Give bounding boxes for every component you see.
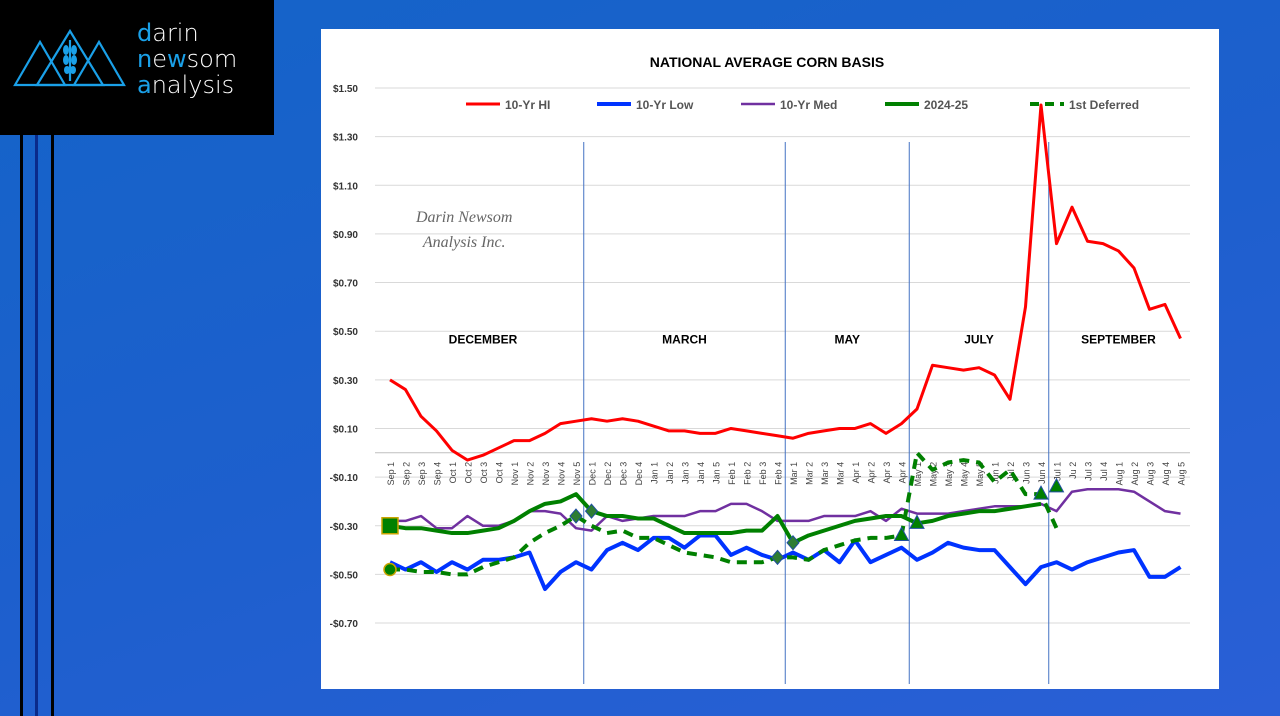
legend-label: 10-Yr Med — [780, 98, 837, 112]
x-tick-label: Jul 3 — [1084, 462, 1094, 481]
x-tick-label: Jun 3 — [1022, 462, 1032, 484]
x-tick-label: Aug 2 — [1130, 462, 1140, 486]
x-tick-label: Oct 2 — [464, 462, 474, 484]
contract-label: SEPTEMBER — [1081, 332, 1156, 346]
y-tick-label: -$0.30 — [330, 522, 359, 533]
series-line-10-yr-hi — [389, 103, 1182, 462]
x-tick-label: Dec 2 — [603, 462, 613, 486]
x-tick-label: Nov 5 — [572, 462, 582, 486]
legend-label: 2024-25 — [924, 98, 968, 112]
contract-label: JULY — [964, 332, 994, 346]
decor-bar — [20, 135, 23, 716]
y-tick-label: -$0.70 — [330, 619, 359, 630]
x-tick-label: May 4 — [960, 462, 970, 487]
decor-bar — [35, 135, 38, 716]
x-tick-label: Jan 5 — [712, 462, 722, 484]
y-tick-label: $1.10 — [333, 181, 358, 192]
x-tick-label: Jan 4 — [696, 462, 706, 484]
x-tick-label: Nov 4 — [557, 462, 567, 486]
x-tick-label: May 3 — [944, 462, 954, 487]
x-tick-label: Mar 2 — [805, 462, 815, 485]
legend-label: 10-Yr HI — [505, 98, 550, 112]
triangle-marker — [893, 526, 910, 541]
x-tick-label: Dec 1 — [588, 462, 598, 486]
x-tick-label: Nov 1 — [510, 462, 520, 486]
x-tick-label: Feb 2 — [743, 462, 753, 485]
triangle-marker — [1033, 485, 1049, 500]
y-tick-label: -$0.50 — [330, 570, 359, 581]
logo-wordmark: darin newsom analysis — [137, 19, 238, 99]
x-tick-label: Sep 2 — [402, 462, 412, 486]
chart-title: NATIONAL AVERAGE CORN BASIS — [650, 54, 884, 70]
x-tick-label: Feb 3 — [758, 462, 768, 485]
logo: darin newsom analysis — [0, 0, 274, 135]
y-tick-label: -$0.10 — [330, 473, 359, 484]
x-tick-label: Jul 4 — [1099, 462, 1109, 481]
triangle-marker — [1048, 477, 1065, 493]
x-tick-label: May 1 — [913, 462, 923, 487]
watermark: Darin Newsom Analysis Inc. — [416, 209, 513, 251]
x-tick-label: Jun 1 — [991, 462, 1001, 484]
x-tick-label: Apr 4 — [898, 462, 908, 484]
chart-panel: NATIONAL AVERAGE CORN BASIS $1.50 $1.30 $1… — [321, 29, 1219, 689]
x-tick-label: Aug 1 — [1115, 462, 1125, 486]
diamond-marker — [584, 503, 599, 519]
x-tick-label: Mar 1 — [789, 462, 799, 485]
x-tick-label: Jul 1 — [1053, 462, 1063, 481]
contract-label: MAY — [834, 332, 860, 346]
x-tick-label: Jan 2 — [665, 462, 675, 484]
series-line-10-yr-low — [389, 533, 1182, 591]
x-tick-label: Jan 3 — [681, 462, 691, 484]
x-tick-label: Dec 3 — [619, 462, 629, 486]
diamond-marker — [770, 549, 785, 566]
x-tick-label: Oct 4 — [495, 462, 505, 484]
diamond-marker — [786, 535, 800, 551]
y-tick-label: $0.90 — [333, 230, 358, 241]
x-tick-label: Oct 1 — [448, 462, 458, 484]
legend-label: 10-Yr Low — [636, 98, 694, 112]
y-tick-label: $1.50 — [333, 84, 358, 95]
corn-basis-chart: NATIONAL AVERAGE CORN BASIS $1.50 $1.30 $1… — [330, 54, 1190, 684]
x-tick-label: Oct 3 — [479, 462, 489, 484]
x-tick-label: Feb 4 — [774, 462, 784, 485]
x-tick-label: Aug 3 — [1146, 462, 1156, 486]
x-tick-label: Sep 4 — [433, 462, 443, 486]
logo-mountains-wheat-icon — [13, 28, 126, 87]
x-tick-label: Mar 3 — [820, 462, 830, 485]
x-tick-label: Ju 2 — [1068, 462, 1078, 479]
x-tick-label: Mar 4 — [836, 462, 846, 485]
series-line-2024-25 — [389, 492, 1042, 545]
x-tick-label: Apr 2 — [867, 462, 877, 484]
x-tick-label: Nov 3 — [541, 462, 551, 486]
x-tick-label: Apr 3 — [882, 462, 892, 484]
x-tick-label: Jan 1 — [650, 462, 660, 484]
circle-marker — [383, 562, 397, 577]
x-tick-label: Dec 4 — [634, 462, 644, 486]
x-tick-label: Aug 4 — [1161, 462, 1171, 486]
contract-label: MARCH — [662, 332, 707, 346]
square-marker — [381, 517, 399, 535]
x-tick-label: Sep 1 — [386, 462, 396, 486]
x-tick-label: Nov 2 — [526, 462, 536, 486]
y-tick-label: $0.10 — [333, 424, 358, 435]
x-tick-label: Apr 1 — [851, 462, 861, 484]
x-tick-label: Sep 3 — [417, 462, 427, 486]
diamond-marker — [569, 508, 583, 524]
x-tick-label: May 2 — [929, 462, 939, 487]
decor-bar — [51, 135, 54, 716]
triangle-marker — [909, 514, 925, 529]
contract-label: DECEMBER — [449, 332, 518, 346]
x-tick-label: Jul 2 — [1006, 462, 1016, 481]
x-tick-label: May 5 — [975, 462, 985, 487]
x-tick-label: Aug 5 — [1177, 462, 1187, 486]
y-tick-label: $1.30 — [333, 133, 358, 144]
legend-label: 1st Deferred — [1069, 98, 1139, 112]
y-tick-label: $0.70 — [333, 279, 358, 290]
y-tick-label: $0.30 — [333, 376, 358, 387]
x-tick-label: Jun 4 — [1037, 462, 1047, 484]
series-line-1st-deferred — [390, 450, 1059, 577]
y-tick-label: $0.50 — [333, 327, 358, 338]
x-tick-label: Feb 1 — [727, 462, 737, 485]
